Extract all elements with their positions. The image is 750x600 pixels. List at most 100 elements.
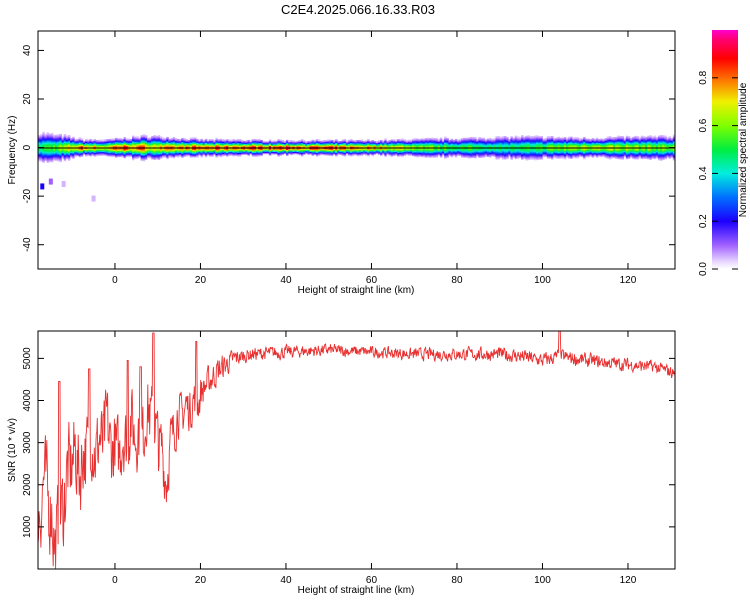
spectrogram-cell: [632, 148, 635, 151]
spectrogram-cell: [407, 142, 411, 144]
spectrogram-cell: [657, 158, 661, 161]
spectrogram-cell: [390, 145, 394, 148]
spectrogram-cell: [343, 145, 347, 147]
spectrogram-cell: [593, 143, 597, 146]
spectrogram-cell: [123, 149, 127, 151]
spectrogram-cell: [655, 150, 659, 153]
spectrogram-cell: [352, 149, 355, 151]
spectrogram-cell: [568, 148, 571, 151]
spectrogram-cell: [478, 151, 481, 154]
spectrogram-cell: [151, 144, 154, 147]
spectrogram-cell: [211, 151, 214, 154]
spectrogram-cell: [420, 145, 424, 148]
spectrogram-cell: [655, 138, 659, 141]
spectrogram-cell: [228, 144, 231, 147]
spectrogram-cell: [531, 150, 535, 153]
spectrogram-cell: [465, 146, 469, 148]
spectrogram-cell: [602, 151, 605, 153]
spectrogram-cell: [450, 152, 454, 154]
spectrogram-cell: [234, 139, 238, 142]
spectrogram-cell: [546, 141, 550, 143]
spectrogram-cell: [176, 151, 180, 153]
spectrogram-cell: [251, 142, 255, 145]
spectrogram-cell: [144, 135, 148, 137]
spectrogram-cell: [61, 157, 65, 159]
spectrogram-cell: [565, 146, 569, 148]
spectrogram-cell: [431, 143, 434, 146]
spectrogram-cell: [48, 154, 52, 157]
spectrogram-cell: [78, 138, 82, 141]
spectrogram-cell: [632, 145, 635, 147]
spectrogram-cell: [551, 156, 554, 159]
spectrogram-cell: [249, 152, 253, 155]
spectrogram-cell: [412, 146, 415, 148]
spectrogram-cell: [595, 143, 599, 146]
spectrogram-cell: [72, 142, 75, 145]
spectrogram-cell: [347, 145, 351, 148]
spectrogram-cell: [153, 158, 156, 160]
spectrogram-cell: [373, 149, 377, 152]
spectrogram-cell: [300, 142, 304, 145]
spectrogram-cell: [200, 155, 203, 158]
spectrogram-cell: [189, 148, 193, 151]
spectrogram-cell: [85, 145, 88, 147]
spectrogram-cell: [653, 136, 657, 139]
spectrogram-cell: [495, 143, 498, 146]
spectrogram-cell: [510, 149, 513, 152]
spectrogram-cell: [546, 139, 550, 142]
spectrogram-cell: [266, 141, 270, 144]
spectrogram-cell: [444, 154, 447, 157]
spectrogram-cell: [442, 146, 445, 149]
spectrogram-cell: [191, 145, 195, 148]
spectrogram-cell: [642, 142, 646, 145]
spectrogram-cell: [559, 146, 563, 148]
x-tick-label: 40: [280, 275, 292, 286]
spectrogram-cell: [645, 147, 648, 150]
spectrogram-cell: [50, 152, 54, 154]
spectrogram-cell: [232, 152, 236, 154]
spectrogram-cell: [503, 143, 507, 145]
spectrogram-cell: [551, 139, 554, 142]
spectrogram-cell: [570, 145, 573, 147]
spectrogram-cell: [63, 136, 67, 139]
spectrogram-cell: [510, 155, 513, 158]
spectrogram-cell: [525, 139, 528, 142]
spectrogram-cell: [587, 153, 590, 155]
spectrogram-cell: [136, 152, 139, 154]
spectrogram-cell: [65, 153, 69, 156]
spectrogram-cell: [48, 148, 52, 150]
spectrogram-cell: [450, 153, 454, 155]
spectrogram-cell: [604, 150, 607, 152]
spectrogram-cell: [405, 141, 409, 143]
spectrogram-cell: [482, 148, 486, 151]
spectrogram-cell: [87, 143, 90, 146]
spectrogram-cell: [595, 137, 599, 140]
spectrogram-cell: [448, 154, 451, 157]
spectrogram-cell: [531, 149, 535, 152]
spectrogram-cell: [121, 144, 124, 147]
spectrogram-cell: [123, 155, 127, 158]
spectrogram-cell: [187, 150, 191, 153]
spectrogram-cell: [634, 144, 637, 146]
spectrogram-cell: [516, 149, 520, 152]
spectrogram-cell: [518, 141, 522, 144]
spectrogram-cell: [580, 145, 584, 148]
spectrogram-cell: [666, 152, 669, 154]
spectrogram-cell: [59, 158, 62, 160]
spectrogram-cell: [600, 155, 603, 158]
spectrogram-cell: [219, 155, 223, 158]
spectrogram-cell: [615, 141, 618, 144]
spectrogram-cell: [112, 140, 116, 143]
spectrogram-cell: [268, 145, 272, 148]
spectrogram-cell: [598, 153, 601, 156]
spectrogram-cell: [392, 149, 396, 151]
spectrogram-cell: [313, 149, 317, 152]
spectrogram-cell: [153, 154, 156, 157]
spectrogram-cell: [134, 140, 137, 143]
spectrogram-cell: [414, 150, 417, 153]
spectrogram-cell: [476, 144, 479, 146]
spectrogram-cell: [200, 143, 203, 146]
spectrogram-cell: [619, 151, 622, 154]
spectrogram-cell: [46, 155, 50, 157]
spectrogram-cell: [474, 154, 477, 157]
